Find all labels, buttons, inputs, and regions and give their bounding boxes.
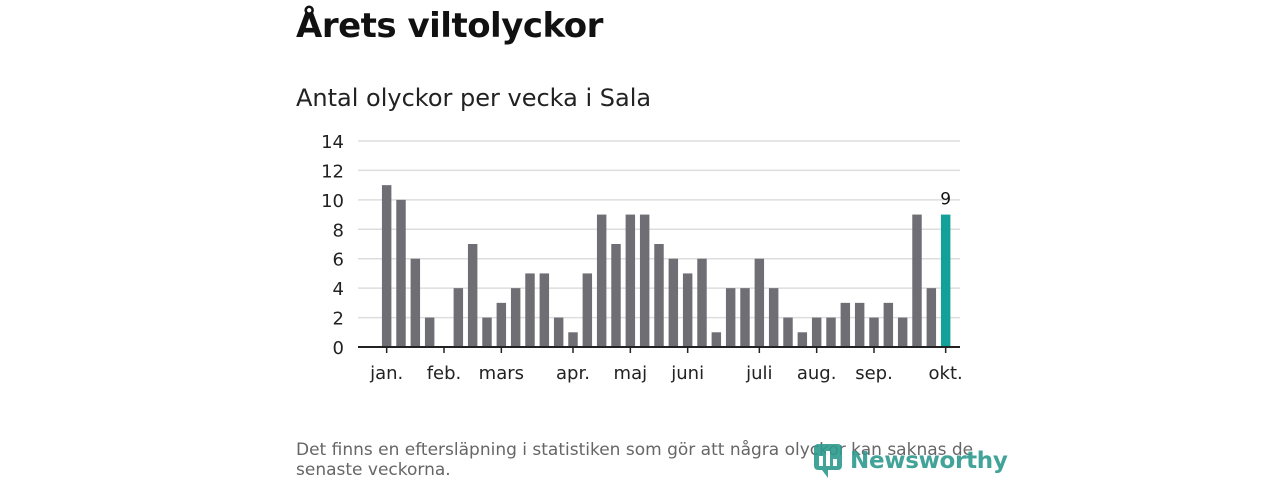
bar <box>912 214 922 347</box>
footnote: Det finns en eftersläpning i statistiken… <box>296 440 974 480</box>
x-tick-label: juli <box>745 363 772 384</box>
bar <box>711 332 722 347</box>
y-tick-label: 6 <box>333 250 344 271</box>
bar-highlight <box>940 214 951 347</box>
bar <box>682 273 693 347</box>
x-tick-label: sep. <box>855 363 893 384</box>
bar <box>553 317 564 347</box>
bar <box>410 258 421 347</box>
x-tick-label: jan. <box>369 363 403 384</box>
bar <box>496 302 507 347</box>
bar <box>525 273 535 347</box>
bar <box>883 302 894 347</box>
y-tick-label: 12 <box>321 161 344 182</box>
bar <box>783 317 793 347</box>
bar <box>539 273 550 347</box>
bar <box>582 273 593 347</box>
chart-container: Årets viltolyckor Antal olyckor per veck… <box>296 0 1008 480</box>
chart-subtitle: Antal olyckor per vecka i Sala <box>296 84 652 112</box>
bar <box>396 199 406 347</box>
bar <box>453 288 464 347</box>
bar <box>510 288 521 347</box>
x-tick-label: juni <box>670 363 704 384</box>
bar <box>596 214 607 347</box>
bar <box>381 185 392 347</box>
bar <box>826 317 836 347</box>
bar <box>840 302 851 347</box>
bar <box>424 317 435 347</box>
x-tick-label: maj <box>614 363 648 384</box>
bar <box>482 317 492 347</box>
bar <box>725 288 736 347</box>
bar <box>697 258 707 347</box>
bar <box>568 332 578 347</box>
bar <box>869 317 879 347</box>
bar <box>625 214 636 347</box>
bar <box>854 302 865 347</box>
bar <box>639 214 650 347</box>
y-tick-label: 0 <box>333 338 344 359</box>
bar <box>926 288 937 347</box>
bar <box>668 258 679 347</box>
bar-chart: 0 2 4 6 8 10 12 14 9 jan. feb. mars apr. maj juni juli a… <box>321 132 963 384</box>
brand-name: Newsworthy <box>850 448 1008 474</box>
y-tick-label: 2 <box>333 309 344 330</box>
x-tick-label: apr. <box>556 363 590 384</box>
bar <box>467 244 478 347</box>
page-title: Årets viltolyckor <box>296 6 603 46</box>
bar <box>754 258 765 347</box>
bar <box>740 288 750 347</box>
bar <box>797 332 808 347</box>
bar <box>897 317 908 347</box>
brand-logo: Newsworthy <box>814 444 1008 478</box>
newsworthy-logo-icon <box>814 444 842 478</box>
x-tick-label: okt. <box>929 363 963 384</box>
x-tick-label: mars <box>479 363 524 384</box>
x-tick-label: aug. <box>797 363 837 384</box>
y-tick-label: 14 <box>321 132 344 153</box>
bar <box>768 288 779 347</box>
data-label: 9 <box>940 190 951 210</box>
bar <box>654 244 664 347</box>
y-tick-label: 4 <box>333 279 344 300</box>
bar <box>811 317 822 347</box>
bar <box>611 244 621 347</box>
y-tick-label: 8 <box>333 220 344 241</box>
y-tick-label: 10 <box>321 191 344 212</box>
x-tick-label: feb. <box>427 363 462 384</box>
